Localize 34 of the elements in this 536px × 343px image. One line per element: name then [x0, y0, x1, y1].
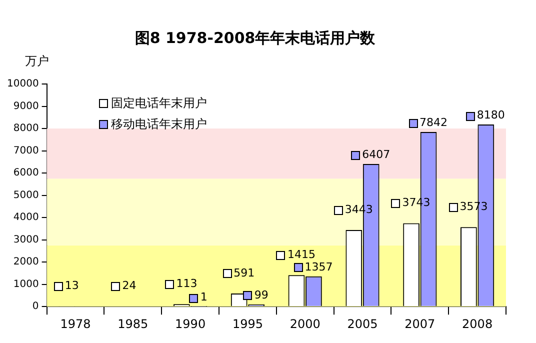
y-tick-label: 9000 [13, 100, 39, 112]
data-label: 13 [64, 279, 79, 292]
y-tick-label: 2000 [13, 256, 39, 268]
y-tick-label: 7000 [13, 145, 39, 156]
y-tick-label: 0 [32, 301, 39, 312]
data-label: 113 [176, 276, 198, 290]
y-tick-label: 10000 [7, 78, 39, 90]
data-label: 7842 [420, 116, 448, 129]
data-label: 99 [254, 288, 268, 302]
chart-title: 图8 1978-2008年年末电话用户数 [134, 28, 376, 47]
data-label: 24 [122, 278, 136, 292]
y-tick-label: 3000 [13, 234, 39, 246]
x-tick-label: 1990 [175, 316, 206, 331]
y-tick-label: 6000 [13, 168, 39, 179]
x-tick-label: 1978 [60, 316, 91, 331]
legend-label: 移动电话年末用户 [110, 116, 207, 133]
data-label: 6407 [362, 148, 390, 161]
x-tick-label: 2005 [347, 316, 378, 331]
y-tick-label: 1000 [13, 278, 39, 290]
y-tick-label: 4000 [13, 212, 39, 224]
y-tick-label: 5000 [13, 190, 39, 201]
data-label: 1415 [288, 248, 316, 261]
y-tick-label: 8000 [13, 123, 39, 134]
data-label: 1 [200, 290, 208, 304]
data-label: 1357 [304, 260, 333, 274]
x-tick-label: 1995 [232, 316, 263, 331]
legend-label: 固定电话年末用户 [110, 95, 207, 112]
x-tick-label: 2000 [290, 316, 320, 331]
data-label: 591 [234, 266, 255, 280]
x-tick-label: 1985 [118, 316, 148, 331]
x-tick-label: 2007 [404, 316, 436, 331]
y-axis-title: 万户 [24, 54, 49, 68]
data-label: 8180 [476, 108, 505, 122]
x-tick-label: 2008 [462, 316, 493, 331]
